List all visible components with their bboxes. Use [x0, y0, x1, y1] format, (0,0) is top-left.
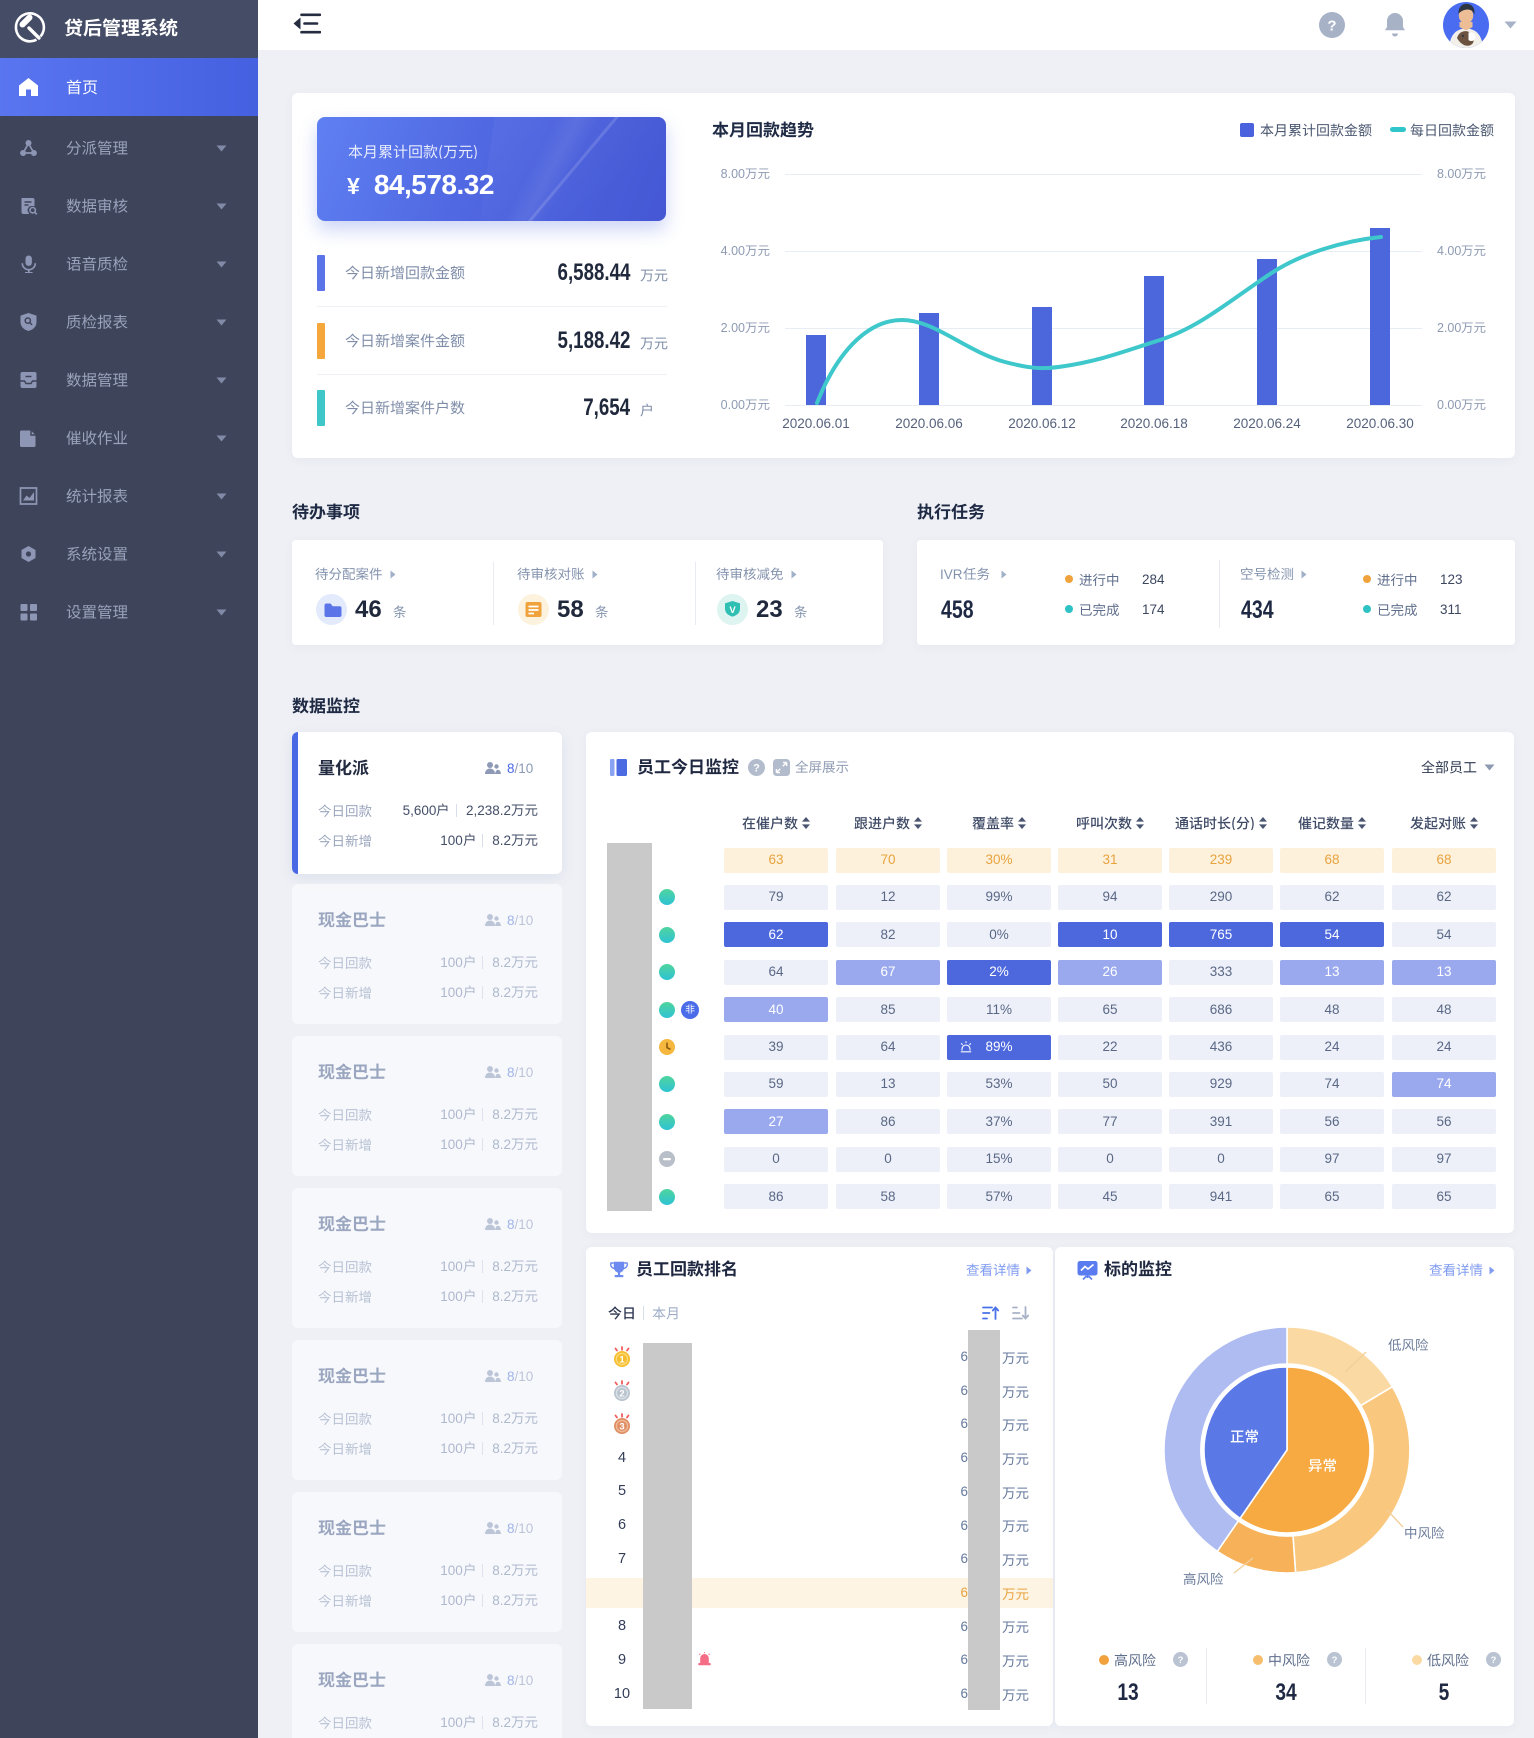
- svg-text:V: V: [729, 605, 736, 616]
- svg-text:?: ?: [1178, 1655, 1184, 1666]
- svg-text:?: ?: [1332, 1655, 1338, 1666]
- svg-text:1: 1: [619, 1355, 625, 1366]
- svg-text:?: ?: [1491, 1655, 1497, 1666]
- svg-text:?: ?: [1327, 18, 1336, 35]
- svg-text:2: 2: [619, 1388, 624, 1399]
- svg-text:3: 3: [619, 1422, 624, 1433]
- svg-text:?: ?: [753, 763, 760, 775]
